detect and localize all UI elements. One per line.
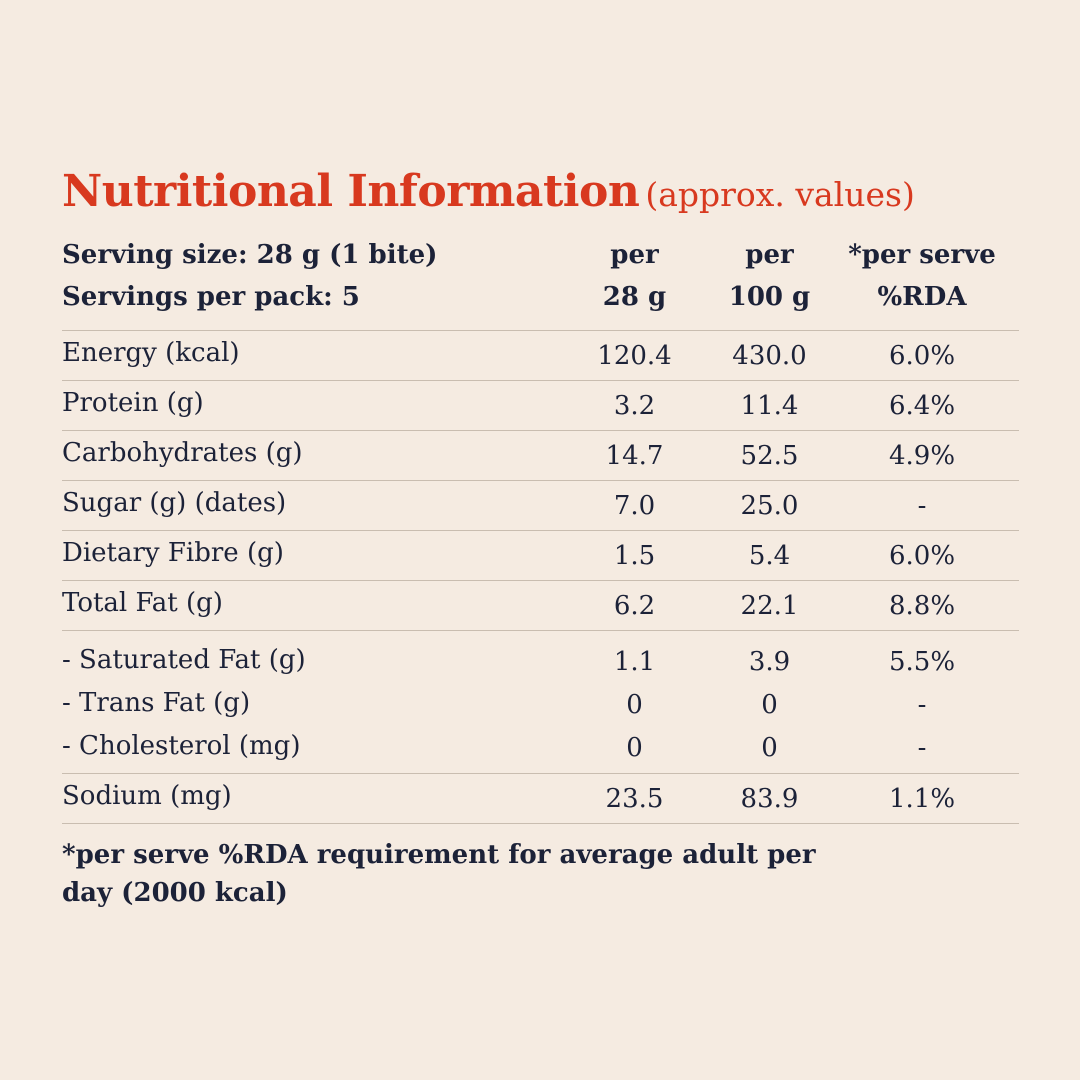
- value-rda: 1.1%: [888, 784, 956, 814]
- value-per-28g: 3.2: [613, 391, 656, 421]
- value-per-100g: 83.9: [740, 784, 799, 814]
- table-row: Protein (g) 3.2 11.4 6.4%: [62, 381, 1019, 431]
- column-header-line: 28 g: [602, 282, 667, 312]
- value-per-100g: 0: [761, 733, 778, 763]
- column-header-line: %RDA: [877, 282, 967, 312]
- value-per-28g: 120.4: [597, 341, 672, 371]
- value-rda: -: [917, 491, 927, 521]
- value-per-100g: 11.4: [740, 391, 799, 421]
- row-label: Protein (g): [62, 388, 204, 418]
- value-per-100g: 0: [761, 690, 778, 720]
- column-header-per-100g: per 100 g: [707, 234, 832, 318]
- value-rda: 6.0%: [888, 541, 956, 571]
- serving-size: Serving size: 28 g (1 bite): [62, 240, 438, 270]
- row-label: - Trans Fat (g): [62, 688, 251, 718]
- value-rda: -: [917, 690, 927, 720]
- column-header-line: per: [610, 240, 659, 270]
- nutrient-rows: Energy (kcal) 120.4 430.0 6.0% Protein (g) 3.…: [62, 331, 1019, 631]
- value-per-100g: 3.9: [748, 647, 791, 677]
- panel-title: Nutritional Information: [62, 166, 640, 217]
- column-header-line: *per serve: [848, 240, 996, 270]
- column-header-rda: *per serve %RDA: [832, 234, 1012, 318]
- row-label: - Saturated Fat (g): [62, 645, 306, 675]
- column-header-per-28g: per 28 g: [572, 234, 697, 318]
- table-row: Sugar (g) (dates) 7.0 25.0 -: [62, 481, 1019, 531]
- table-row: Energy (kcal) 120.4 430.0 6.0%: [62, 331, 1019, 381]
- column-header-line: per: [745, 240, 794, 270]
- table-row: Total Fat (g) 6.2 22.1 8.8%: [62, 581, 1019, 631]
- row-label: Sugar (g) (dates): [62, 488, 287, 518]
- value-rda: 4.9%: [888, 441, 956, 471]
- table-row-sodium: Sodium (mg) 23.5 83.9 1.1%: [62, 774, 1019, 824]
- table-row: Dietary Fibre (g) 1.5 5.4 6.0%: [62, 531, 1019, 581]
- row-label: Dietary Fibre (g): [62, 538, 284, 568]
- table-header: Serving size: 28 g (1 bite) Servings per…: [62, 234, 1019, 331]
- fat-breakdown-item: - Cholesterol (mg) 0 0 -: [62, 731, 1019, 775]
- servings-per-pack: Servings per pack: 5: [62, 282, 360, 312]
- value-per-100g: 5.4: [748, 541, 791, 571]
- value-rda: 5.5%: [888, 647, 956, 677]
- value-per-100g: 52.5: [740, 441, 799, 471]
- value-per-28g: 14.7: [605, 441, 664, 471]
- footnote: *per serve %RDA requirement for average …: [62, 840, 816, 908]
- panel-subtitle: (approx. values): [645, 175, 915, 214]
- row-label: - Cholesterol (mg): [62, 731, 301, 761]
- table-row: Carbohydrates (g) 14.7 52.5 4.9%: [62, 431, 1019, 481]
- fat-breakdown-row: - Saturated Fat (g) 1.1 3.9 5.5% - Trans Fat…: [62, 631, 1019, 774]
- value-per-28g: 7.0: [613, 491, 656, 521]
- column-header-line: 100 g: [728, 282, 811, 312]
- value-rda: 6.4%: [888, 391, 956, 421]
- row-label: Energy (kcal): [62, 338, 240, 368]
- value-per-28g: 6.2: [613, 591, 656, 621]
- title-line: Nutritional Information (approx. values): [62, 166, 1019, 228]
- value-per-100g: 22.1: [740, 591, 799, 621]
- row-label: Total Fat (g): [62, 588, 223, 618]
- value-rda: 8.8%: [888, 591, 956, 621]
- row-label: Carbohydrates (g): [62, 438, 303, 468]
- value-per-28g: 1.5: [613, 541, 656, 571]
- value-per-100g: 25.0: [740, 491, 799, 521]
- value-rda: -: [917, 733, 927, 763]
- value-per-28g: 0: [626, 733, 643, 763]
- nutrition-panel: Nutritional Information (approx. values) …: [62, 166, 1019, 912]
- value-rda: 6.0%: [888, 341, 956, 371]
- value-per-28g: 23.5: [605, 784, 664, 814]
- value-per-100g: 430.0: [732, 341, 807, 371]
- fat-breakdown-item: - Saturated Fat (g) 1.1 3.9 5.5%: [62, 645, 1019, 689]
- value-per-28g: 1.1: [613, 647, 656, 677]
- serving-info: Serving size: 28 g (1 bite) Servings per…: [62, 234, 437, 318]
- row-label: Sodium (mg): [62, 781, 232, 811]
- value-per-28g: 0: [626, 690, 643, 720]
- fat-breakdown-item: - Trans Fat (g) 0 0 -: [62, 688, 1019, 732]
